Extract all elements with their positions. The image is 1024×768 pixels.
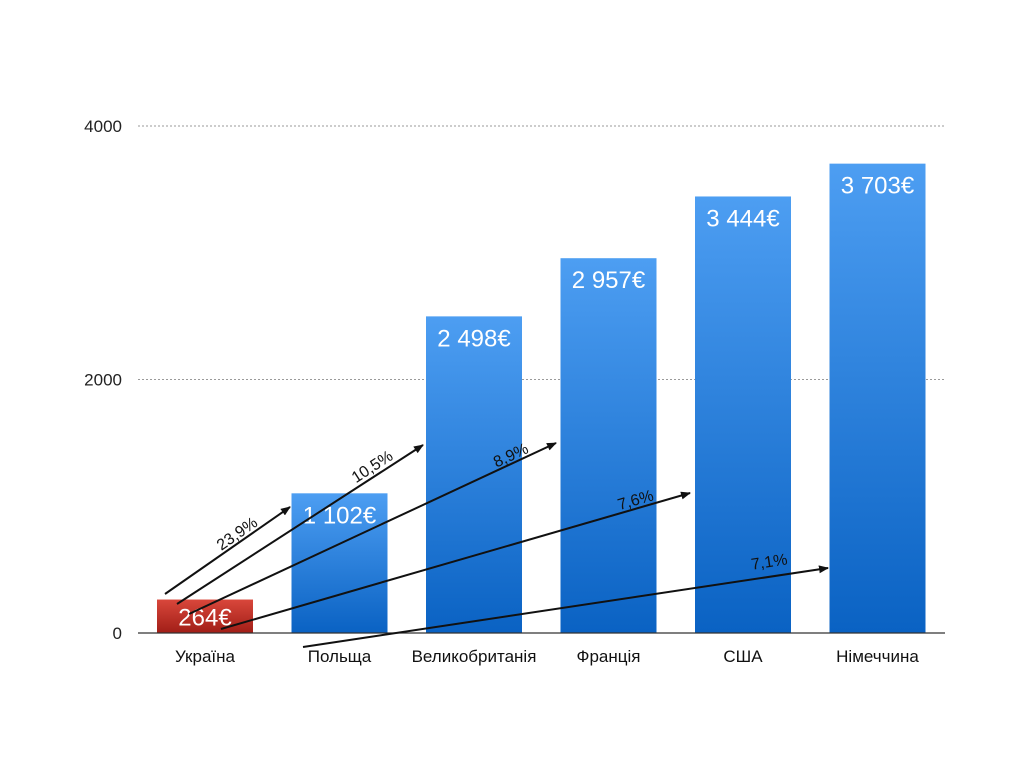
x-tick-label: США [723, 647, 763, 666]
x-tick-label: Україна [175, 647, 235, 666]
grid-lines [138, 125, 945, 380]
bar-value-label: 264€ [178, 604, 232, 631]
x-tick-label: Великобританія [412, 647, 537, 666]
bar-value-label: 3 444€ [706, 205, 780, 232]
growth-arrow [164, 506, 291, 595]
growth-arrow [176, 444, 424, 605]
bar-4 [695, 196, 791, 633]
bar-0 [157, 599, 253, 633]
x-tick-label: Франція [577, 647, 641, 666]
growth-label: 7,1% [750, 551, 789, 573]
bar-3 [560, 258, 657, 633]
bar-value-label: 2 957€ [572, 267, 646, 294]
x-tick-label: Польща [308, 647, 372, 666]
bars [157, 163, 926, 633]
growth-arrow [302, 565, 829, 648]
bar-value-label: 2 498€ [437, 325, 511, 352]
bar-5 [829, 163, 926, 633]
bar-1 [291, 493, 388, 633]
y-tick-label: 2000 [84, 371, 122, 390]
growth-label: 23,9% [214, 514, 261, 554]
y-tick-label: 4000 [84, 117, 122, 136]
bar-value-label: 3 703€ [841, 173, 915, 200]
y-tick-label: 0 [113, 624, 122, 643]
growth-arrow [188, 442, 557, 615]
growth-arrow [220, 491, 691, 630]
bar-2 [426, 316, 522, 633]
x-tick-label: Німеччина [836, 647, 919, 666]
